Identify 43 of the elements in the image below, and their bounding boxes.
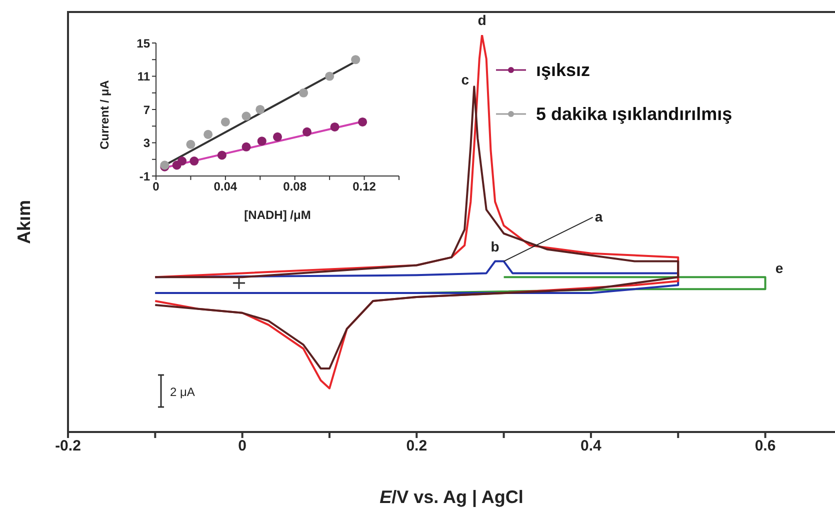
point — [257, 136, 266, 146]
y-tick-label: 11 — [137, 70, 150, 84]
annotation: d — [478, 12, 486, 28]
annotation: c — [461, 72, 470, 88]
annotation: b — [490, 238, 500, 254]
point — [242, 112, 251, 121]
annotation: e — [775, 260, 784, 276]
point — [256, 104, 265, 114]
point — [178, 156, 187, 166]
legend-label: ışıksız — [536, 60, 590, 80]
x-tick-label: 0 — [238, 438, 246, 455]
point — [358, 117, 368, 126]
point — [272, 132, 282, 142]
point — [299, 88, 308, 98]
point — [330, 122, 340, 132]
x-tick-label: 0.6 — [754, 438, 776, 455]
point — [190, 156, 199, 166]
y-axis-title: Current / μA — [97, 80, 112, 150]
annotation: a — [594, 208, 603, 224]
annotation: 2 μA — [170, 385, 195, 399]
point — [220, 117, 230, 126]
x-axis-title: E/V vs. Ag | AgCl — [380, 487, 524, 507]
x-tick-label: 0 — [152, 180, 160, 194]
point — [242, 142, 251, 152]
y-axis-title: Akım — [14, 200, 34, 244]
x-axis-title: [NADH] /μM — [244, 208, 311, 222]
y-tick-label: 15 — [136, 36, 150, 50]
point — [325, 72, 334, 81]
y-tick-label: 7 — [143, 102, 150, 117]
x-tick-label: 0.12 — [352, 180, 376, 194]
point — [217, 150, 226, 160]
x-tick-label: 0.08 — [283, 180, 307, 194]
point — [351, 55, 360, 64]
point — [302, 127, 312, 136]
x-tick-label: 0.4 — [580, 438, 602, 455]
y-tick-label: 3 — [143, 136, 150, 150]
legend-label: 5 dakika ışıklandırılmış — [536, 104, 732, 124]
x-tick-label: 0.04 — [214, 180, 238, 194]
x-tick-label: -0.2 — [55, 438, 81, 455]
point — [204, 130, 213, 139]
point — [186, 140, 196, 149]
y-tick-label: -1 — [139, 169, 150, 184]
x-tick-label: 0.2 — [406, 438, 428, 455]
